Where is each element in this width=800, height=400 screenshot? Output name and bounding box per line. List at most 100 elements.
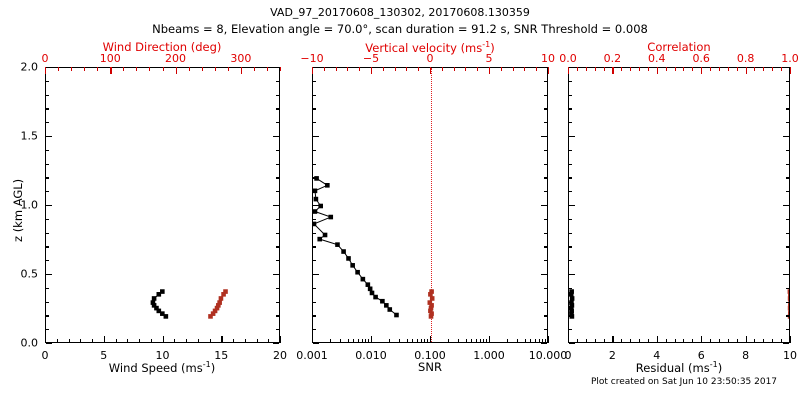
x-minor-tick-top: [576, 67, 578, 71]
x-minor-tick-bottom: [406, 339, 408, 343]
x-minor-tick-top: [639, 67, 641, 71]
x-minor-tick-top: [371, 67, 372, 71]
y-tick: [786, 80, 789, 82]
y-tick: [276, 122, 279, 124]
y-tick: [276, 315, 279, 317]
data-point: [569, 289, 574, 294]
data-point: [788, 308, 789, 314]
y-tick: [569, 177, 572, 179]
y-tick: [313, 122, 316, 124]
x-minor-tick-bottom: [368, 339, 370, 343]
data-point: [384, 303, 389, 308]
y-tick: [313, 205, 319, 207]
y-tick: [276, 191, 279, 193]
x-minor-tick-bottom: [665, 339, 667, 343]
y-tick: [46, 301, 49, 303]
x-minor-tick-bottom: [353, 339, 355, 343]
x-minor-tick-bottom: [465, 339, 467, 343]
data-point: [313, 196, 319, 202]
x-tick-label-top: 0.2: [603, 52, 622, 65]
data-point: [341, 249, 346, 254]
y-tick: [786, 301, 789, 303]
x-minor-tick-bottom: [603, 339, 605, 343]
x-minor-tick-bottom: [763, 339, 765, 343]
y-tick: [273, 205, 279, 207]
y-tick: [46, 260, 49, 262]
y-tick: [313, 177, 316, 179]
x-minor-tick-top: [594, 67, 596, 71]
snr-series-lines: [313, 176, 435, 319]
data-point: [346, 256, 351, 261]
x-minor-tick-top: [97, 67, 99, 71]
x-minor-tick-top: [500, 67, 502, 71]
data-point: [151, 296, 157, 301]
x-tick-bottom: [312, 336, 314, 343]
data-point: [160, 311, 165, 316]
x-minor-tick-bottom: [683, 339, 685, 343]
y-tick: [569, 218, 572, 220]
y-tick: [276, 301, 279, 303]
x-tick-label-bottom: 1.000: [473, 349, 505, 362]
x-tick-label-top: 0.0: [559, 52, 577, 65]
data-point: [569, 292, 574, 297]
data-point: [221, 292, 226, 297]
y-tick: [313, 108, 316, 110]
x-minor-tick-bottom: [692, 339, 694, 343]
y-tick: [569, 67, 575, 69]
x-minor-tick-bottom: [150, 339, 152, 343]
data-point: [218, 296, 224, 301]
y-tick: [313, 246, 316, 248]
data-point: [350, 263, 355, 268]
y-tick: [273, 136, 279, 138]
x-minor-tick-bottom: [621, 339, 623, 343]
y-tick: [783, 136, 789, 138]
x-minor-tick-top: [665, 67, 667, 71]
y-tick: [544, 218, 547, 220]
x-minor-tick-bottom: [447, 339, 449, 343]
x-tick-label-top: 0: [426, 52, 434, 65]
x-minor-tick-bottom: [594, 339, 596, 343]
x-minor-tick-bottom: [233, 339, 234, 343]
x-minor-tick-bottom: [399, 339, 401, 343]
y-tick: [569, 287, 572, 289]
y-tick: [313, 191, 316, 193]
x-minor-tick-bottom: [103, 339, 105, 343]
data-point: [355, 269, 360, 275]
y-tick: [569, 260, 572, 262]
y-tick: [273, 67, 279, 69]
y-tick: [313, 149, 316, 151]
plot-title: VAD_97_20170608_130302, 20170608.130359: [270, 6, 530, 19]
data-point: [317, 236, 323, 242]
x-minor-tick-bottom: [475, 339, 477, 343]
x-tick-label-top: 10: [541, 52, 555, 65]
y-tick: [544, 80, 547, 82]
axis-title-z: z (km AGL): [11, 178, 25, 242]
series-line: [313, 177, 397, 316]
data-point: [394, 312, 399, 318]
x-minor-tick-top: [323, 67, 325, 71]
y-tick: [313, 218, 316, 220]
x-minor-tick-top: [335, 67, 337, 71]
data-point: [428, 292, 433, 297]
data-point: [569, 305, 574, 311]
x-minor-tick-bottom: [329, 339, 331, 343]
x-minor-tick-top: [418, 67, 420, 71]
x-minor-tick-bottom: [221, 339, 223, 343]
data-point: [328, 214, 334, 220]
data-point: [150, 300, 156, 305]
y-tick: [46, 163, 49, 165]
x-minor-tick-bottom: [754, 339, 756, 343]
x-minor-tick-bottom: [186, 339, 187, 343]
x-minor-tick-top: [701, 67, 703, 71]
y-tick-label: 0.0: [20, 336, 39, 350]
x-minor-tick-bottom: [340, 339, 342, 343]
y-tick: [46, 315, 49, 317]
x-minor-tick-top: [772, 67, 774, 71]
x-minor-tick-top: [674, 67, 676, 71]
data-point: [429, 311, 434, 316]
y-tick: [313, 94, 316, 96]
x-tick-label-bottom: 6: [697, 349, 705, 362]
x-minor-tick-bottom: [424, 339, 426, 343]
y-tick: [786, 177, 789, 179]
y-tick: [276, 149, 279, 151]
